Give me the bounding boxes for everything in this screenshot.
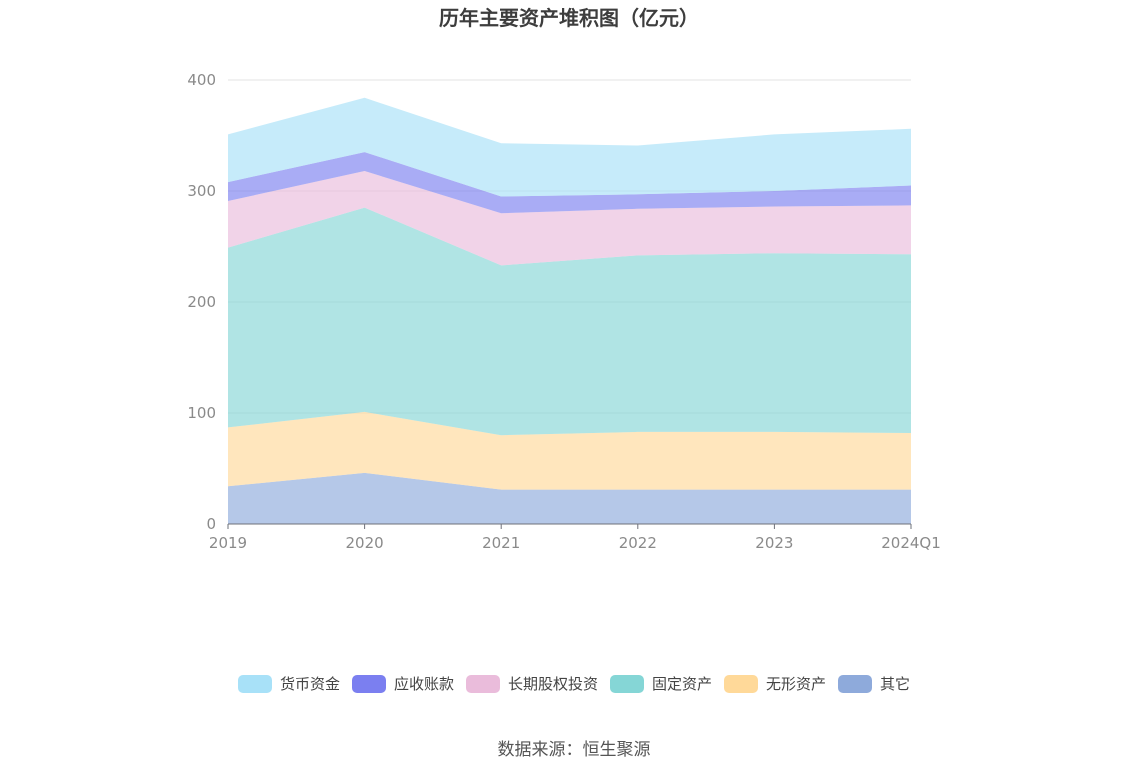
area-series-货币资金: [228, 97, 911, 197]
x-tick-label: 2023: [755, 534, 793, 552]
legend-label: 固定资产: [652, 675, 712, 693]
legend-item-其它[interactable]: 其它: [838, 675, 910, 693]
legend-item-货币资金[interactable]: 货币资金: [238, 675, 340, 693]
legend-item-无形资产[interactable]: 无形资产: [724, 675, 826, 693]
legend-item-长期股权投资[interactable]: 长期股权投资: [466, 675, 598, 693]
legend-swatch: [238, 675, 272, 693]
area-series: [228, 97, 911, 524]
x-tick-label: 2022: [619, 534, 657, 552]
x-tick-label: 2020: [346, 534, 384, 552]
y-tick-label: 200: [187, 293, 216, 311]
legend-label: 其它: [880, 675, 910, 693]
legend-swatch: [610, 675, 644, 693]
area-series-固定资产: [228, 207, 911, 436]
legend-item-应收账款[interactable]: 应收账款: [352, 675, 454, 693]
legend-label: 无形资产: [766, 675, 826, 693]
legend-label: 货币资金: [280, 675, 340, 693]
area-series-无形资产: [228, 411, 911, 490]
legend: 货币资金 应收账款 长期股权投资 固定资产 无形资产 其它: [238, 675, 910, 693]
x-tick-label: 2024Q1: [881, 534, 941, 552]
legend-swatch: [838, 675, 872, 693]
y-tick-label: 300: [187, 182, 216, 200]
area-series-长期股权投资: [228, 171, 911, 266]
y-tick-label: 400: [187, 71, 216, 89]
area-series-其它: [228, 472, 911, 524]
area-series-应收账款: [228, 152, 911, 214]
x-tick-label: 2021: [482, 534, 520, 552]
legend-swatch: [466, 675, 500, 693]
legend-swatch: [352, 675, 386, 693]
x-tick-label: 2019: [209, 534, 247, 552]
chart-title: 历年主要资产堆积图（亿元）: [439, 6, 699, 30]
legend-label: 应收账款: [394, 675, 454, 693]
y-tick-label: 100: [187, 404, 216, 422]
y-tick-label: 0: [206, 515, 216, 533]
legend-swatch: [724, 675, 758, 693]
legend-label: 长期股权投资: [508, 675, 598, 693]
data-source-note: 数据来源：恒生聚源: [498, 740, 651, 760]
legend-item-固定资产[interactable]: 固定资产: [610, 675, 712, 693]
axes: 2019 2020 2021 2022 2023 2024Q1: [209, 523, 941, 552]
